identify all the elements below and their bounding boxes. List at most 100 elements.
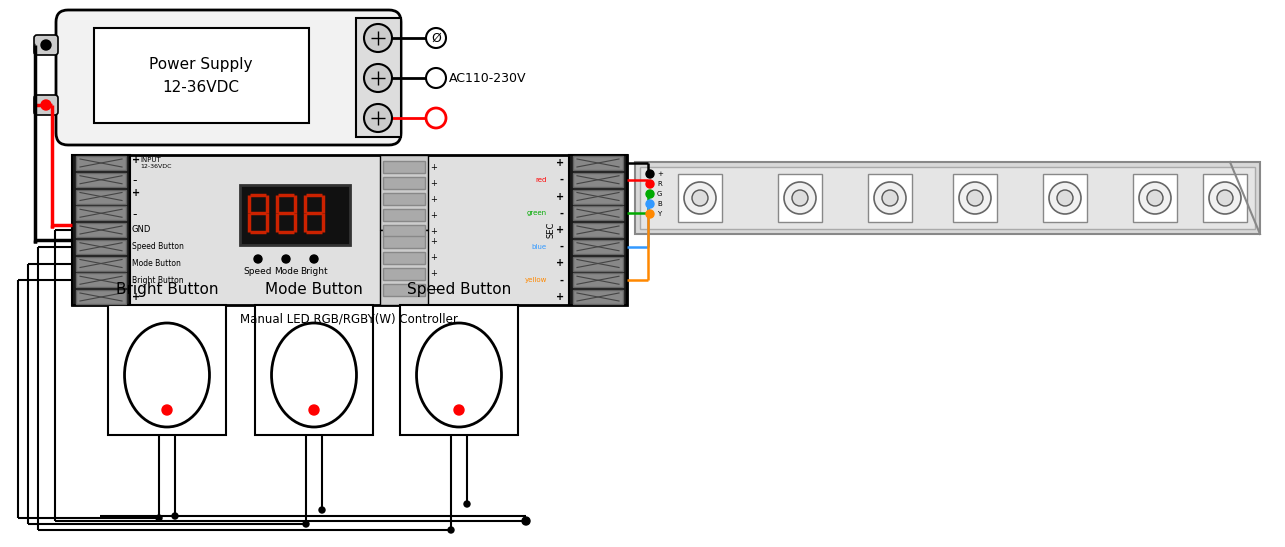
Bar	[254, 305, 373, 435]
Text: Bright: Bright	[301, 267, 328, 276]
Bar	[635, 162, 1261, 234]
Bar	[573, 257, 623, 271]
Circle shape	[364, 24, 392, 52]
Bar	[573, 156, 623, 170]
Circle shape	[1217, 190, 1234, 206]
Bar	[867, 174, 912, 222]
Circle shape	[882, 190, 898, 206]
Bar	[400, 305, 518, 435]
Text: B: B	[657, 201, 662, 207]
Bar	[76, 206, 126, 220]
Circle shape	[310, 255, 317, 263]
Bar	[380, 155, 428, 230]
Bar	[76, 290, 126, 304]
Text: AC110-230V: AC110-230V	[448, 72, 527, 84]
Circle shape	[155, 515, 162, 521]
Text: Power Supply: Power Supply	[149, 57, 253, 73]
Circle shape	[693, 190, 708, 206]
Bar	[383, 236, 425, 248]
Circle shape	[319, 507, 325, 513]
Bar	[108, 305, 226, 435]
Text: Mode: Mode	[274, 267, 298, 276]
Circle shape	[454, 405, 464, 415]
Text: GND: GND	[132, 225, 152, 235]
Bar	[383, 209, 425, 221]
Bar	[76, 240, 126, 254]
Circle shape	[646, 200, 654, 208]
Bar	[76, 173, 126, 187]
Bar	[72, 155, 130, 305]
Circle shape	[464, 501, 470, 507]
Bar	[573, 240, 623, 254]
Bar	[240, 185, 350, 245]
Bar	[76, 274, 126, 287]
Circle shape	[364, 64, 392, 92]
Circle shape	[646, 210, 654, 218]
Text: 12-36VDC: 12-36VDC	[162, 80, 239, 96]
Text: -: -	[132, 208, 136, 221]
Circle shape	[162, 405, 172, 415]
Circle shape	[646, 180, 654, 188]
Bar	[76, 257, 126, 271]
Bar	[383, 177, 425, 189]
Text: +: +	[430, 178, 437, 188]
Bar	[383, 284, 425, 296]
Ellipse shape	[271, 323, 356, 427]
Circle shape	[792, 190, 808, 206]
Text: SEC: SEC	[546, 222, 555, 238]
Text: +: +	[556, 158, 564, 168]
Text: G: G	[657, 191, 662, 197]
Circle shape	[784, 182, 816, 214]
Circle shape	[303, 521, 308, 527]
Text: Speed: Speed	[244, 267, 272, 276]
Bar	[573, 274, 623, 287]
Bar	[383, 225, 425, 237]
Text: Ø: Ø	[430, 32, 441, 44]
Text: +: +	[430, 211, 437, 219]
Text: +: +	[430, 195, 437, 203]
Text: red: red	[536, 177, 547, 183]
Bar	[94, 28, 308, 123]
Text: Mode Button: Mode Button	[132, 259, 181, 268]
Text: -: -	[560, 275, 564, 285]
Circle shape	[281, 255, 290, 263]
Circle shape	[427, 68, 446, 88]
Bar	[569, 155, 627, 305]
Text: +: +	[132, 155, 140, 165]
Bar	[777, 174, 822, 222]
Circle shape	[522, 517, 529, 525]
Text: Speed Button: Speed Button	[407, 282, 511, 297]
Text: +: +	[132, 189, 140, 199]
Text: Y: Y	[657, 211, 662, 217]
Circle shape	[308, 405, 319, 415]
Circle shape	[41, 100, 51, 110]
Bar	[573, 206, 623, 220]
Text: +: +	[430, 237, 437, 247]
Text: +: +	[430, 226, 437, 236]
Bar	[76, 156, 126, 170]
Circle shape	[874, 182, 906, 214]
Text: 12-36VDC: 12-36VDC	[140, 165, 171, 170]
Bar	[76, 223, 126, 237]
Text: Manual LED RGB/RGBY(W) Controller: Manual LED RGB/RGBY(W) Controller	[240, 313, 457, 326]
Bar	[640, 167, 1255, 229]
Text: +: +	[430, 286, 437, 294]
Bar	[1203, 174, 1246, 222]
Circle shape	[172, 513, 179, 519]
Bar	[383, 193, 425, 205]
Circle shape	[364, 104, 392, 132]
Bar	[573, 223, 623, 237]
Text: -: -	[560, 208, 564, 218]
Ellipse shape	[125, 323, 209, 427]
Text: +: +	[556, 191, 564, 201]
Text: +: +	[657, 171, 663, 177]
FancyBboxPatch shape	[57, 10, 401, 145]
Bar	[1043, 174, 1087, 222]
Circle shape	[968, 190, 983, 206]
Bar	[1133, 174, 1177, 222]
Circle shape	[448, 527, 454, 533]
Text: +: +	[430, 162, 437, 172]
Text: +: +	[556, 225, 564, 235]
Circle shape	[1148, 190, 1163, 206]
Circle shape	[646, 170, 654, 178]
